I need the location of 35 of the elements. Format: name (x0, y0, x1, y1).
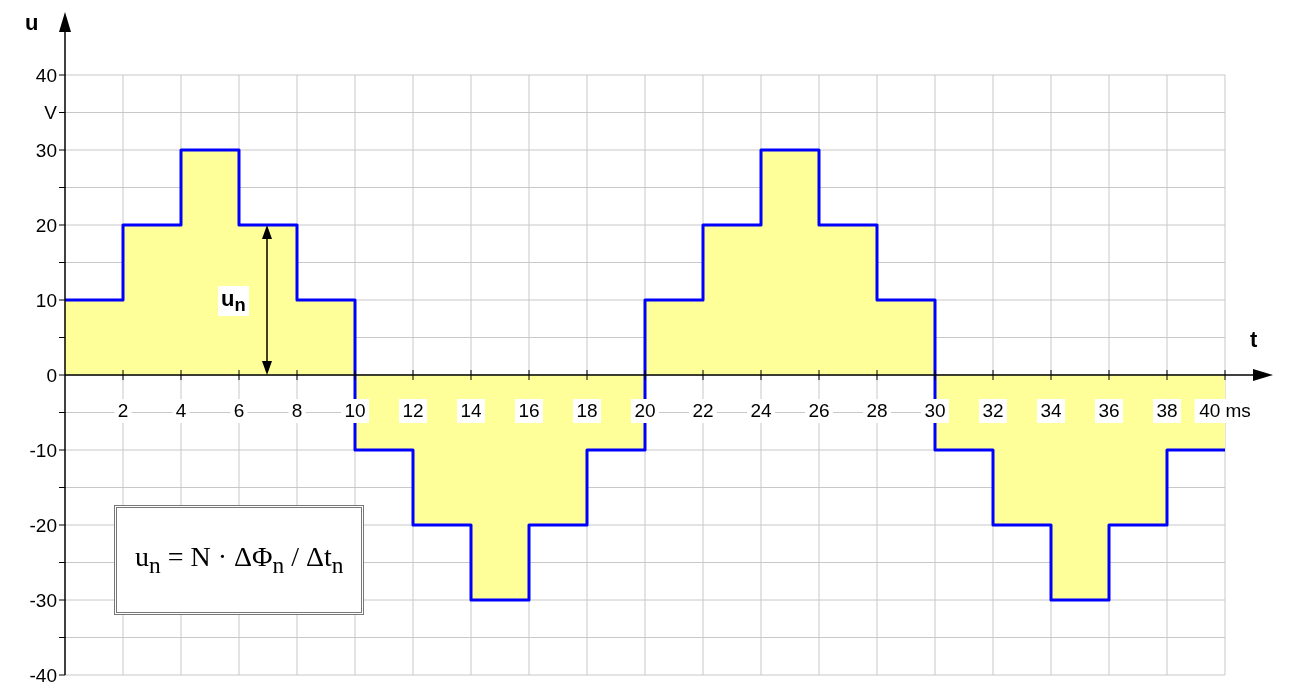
annotation: u$_{n}$ (221, 286, 246, 316)
y-tick-label: 40 (35, 64, 57, 86)
y-tick-label: 10 (35, 289, 57, 311)
x-tick-label: 16 (518, 400, 540, 421)
y-tick-label: 20 (35, 214, 57, 236)
x-tick-label: 24 (750, 400, 772, 421)
x-tick-label: 20 (634, 400, 656, 421)
y-tick-label: -20 (29, 514, 57, 536)
y-tick-label: V (44, 102, 58, 124)
formula-box: u$_{n}$ = N · ΔΦ$_{n}$ / Δt$_{n}$ (114, 504, 365, 615)
x-tick-label: 32 (982, 400, 1004, 421)
x-tick-label: 38 (1156, 400, 1178, 421)
x-tick-label: 30 (924, 400, 946, 421)
x-tick-label: 14 (460, 400, 482, 421)
x-tick-label: 34 (1040, 400, 1062, 421)
x-tick-label: 36 (1098, 400, 1120, 421)
x-tick-label: 8 (291, 400, 303, 421)
x-tick-label: 28 (866, 400, 888, 421)
x-tick-label: 22 (692, 400, 714, 421)
y-tick-label: 0 (46, 364, 57, 386)
y-tick-label: -10 (29, 439, 57, 461)
x-tick-label: 12 (402, 400, 424, 421)
x-tick-label: 18 (576, 400, 598, 421)
y-tick-label: 30 (35, 139, 57, 161)
x-axis-title: t (1250, 327, 1258, 352)
x-tick-label: 40 ms (1199, 400, 1251, 421)
y-tick-label: -30 (29, 589, 57, 611)
annotation: u$_{n}$ = N · ΔΦ$_{n}$ / Δt$_{n}$ (135, 540, 344, 579)
y-axis-title: u (25, 10, 39, 35)
y-tick-label: -40 (29, 664, 57, 684)
x-tick-label: 6 (233, 400, 245, 421)
x-tick-label: 10 (344, 400, 366, 421)
x-tick-label: 4 (175, 400, 187, 421)
x-tick-label: 2 (117, 400, 129, 421)
x-tick-label: 26 (808, 400, 830, 421)
